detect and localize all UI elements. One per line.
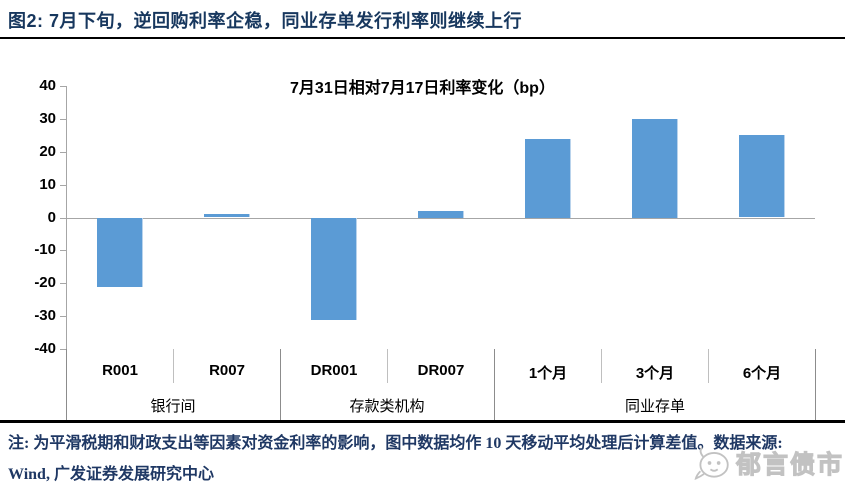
y-axis-tick: [60, 86, 66, 87]
category-label: 3个月: [635, 365, 675, 382]
group-label: 银行间: [150, 399, 196, 415]
bar-DR007: [418, 211, 464, 218]
footnote: 注: 为平滑税期和财政支出等因素对资金利率的影响，图中数据均作 10 天移动平均…: [8, 435, 783, 483]
bar-1个月: [525, 139, 571, 218]
category-label: R001: [102, 362, 138, 379]
bar-3个月: [632, 119, 678, 218]
group-divider: [280, 349, 281, 420]
y-axis-tick-label: -40: [34, 340, 56, 357]
y-axis-tick-label: 40: [39, 77, 56, 94]
group-divider: [494, 349, 495, 420]
category-label: DR001: [310, 362, 358, 379]
group-divider: [66, 349, 67, 420]
chart-title: 7月31日相对7月17日利率变化（bp）: [290, 80, 555, 97]
category-divider: [387, 349, 388, 383]
y-axis-tick: [60, 283, 66, 285]
y-axis-tick: [60, 151, 66, 153]
y-axis-tick-label: 30: [39, 109, 56, 127]
bar-R001: [97, 218, 143, 287]
group-divider: [815, 349, 816, 420]
y-axis-tick: [60, 217, 66, 219]
category-divider: [601, 349, 602, 383]
y-axis-tick-label: 10: [39, 175, 56, 193]
zero-gridline: [66, 218, 815, 219]
category-divider: [173, 349, 174, 383]
category-label: DR007: [417, 362, 465, 379]
y-axis-tick-label: 0: [47, 208, 56, 226]
y-axis-line: [66, 86, 67, 353]
bar-R007: [204, 214, 250, 217]
group-label: 同业存单: [624, 399, 685, 415]
y-axis-tick: [60, 118, 66, 120]
y-axis-tick: [60, 349, 66, 350]
y-axis-tick-label: -20: [34, 274, 56, 292]
category-label: 6个月: [742, 365, 782, 382]
category-label: 1个月: [528, 365, 568, 382]
category-divider: [708, 349, 709, 383]
bar-DR001: [311, 218, 357, 320]
y-axis-tick-label: -30: [34, 307, 56, 325]
group-label: 存款类机构: [349, 399, 425, 415]
figure-header-title: 图2: 7月下旬，逆回购利率企稳，同业存单发行利率则继续上行: [8, 11, 523, 31]
y-axis-tick-label: -10: [34, 241, 56, 259]
y-axis-tick: [60, 316, 66, 318]
bar-6个月: [739, 135, 785, 217]
header-underline: [0, 37, 845, 39]
category-label: R007: [209, 362, 245, 379]
y-axis-tick: [60, 184, 66, 186]
y-axis-tick: [60, 250, 66, 252]
y-axis-tick-label: 20: [39, 142, 56, 160]
footer-rule: [0, 420, 845, 423]
